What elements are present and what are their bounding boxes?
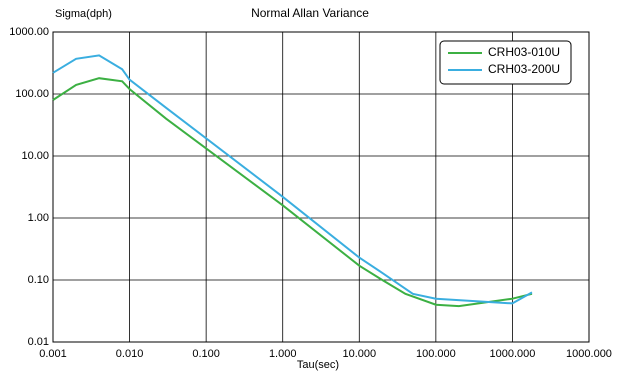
legend-label: CRH03-010U — [488, 45, 560, 59]
y-axis-label: Sigma(dph) — [55, 8, 112, 20]
y-tick-label: 100.00 — [15, 88, 49, 100]
series-line — [52, 77, 533, 308]
plot-frame — [52, 31, 590, 343]
legend-label: CRH03-200U — [488, 62, 560, 76]
x-tick-label: 0.100 — [192, 348, 220, 360]
x-tick-label: 100.000 — [416, 348, 456, 360]
y-tick-label: 0.01 — [28, 336, 49, 348]
legend: CRH03-010U CRH03-200U — [439, 40, 572, 85]
legend-box — [439, 40, 572, 85]
x-tick-label: 1000.000 — [489, 348, 535, 360]
x-tick-label: 10.000 — [342, 348, 376, 360]
series-line — [52, 54, 533, 305]
y-tick-label: 1.00 — [28, 212, 49, 224]
x-axis-label: Tau(sec) — [297, 359, 339, 371]
y-tick-label: 1000.00 — [9, 26, 49, 38]
y-tick-label: 0.10 — [28, 274, 49, 286]
x-tick-label: 1.000 — [269, 348, 297, 360]
y-tick-label: 10.00 — [21, 150, 49, 162]
chart-title: Normal Allan Variance — [251, 6, 369, 20]
x-tick-label: 0.010 — [116, 348, 144, 360]
x-tick-label: 1000.000 — [566, 348, 612, 360]
x-tick-label: 0.001 — [39, 348, 67, 360]
